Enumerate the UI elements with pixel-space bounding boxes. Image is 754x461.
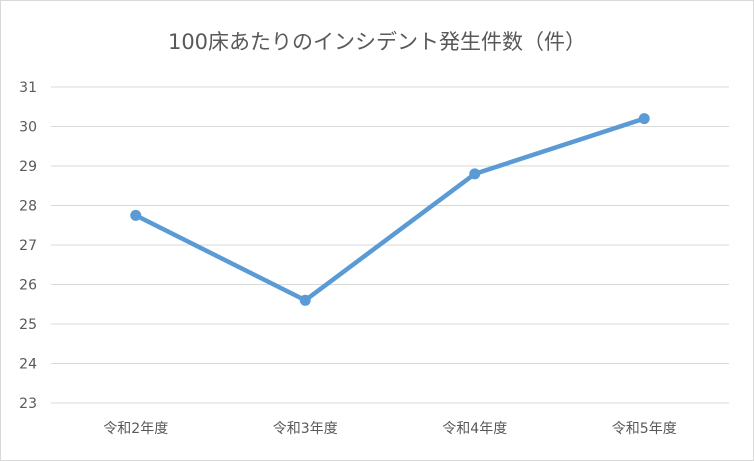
y-tick-label: 24 <box>19 357 37 373</box>
chart-title: 100床あたりのインシデント発生件数（件） <box>168 30 586 54</box>
series-layer <box>130 113 650 306</box>
data-point <box>638 113 650 125</box>
y-tick-label: 23 <box>19 396 37 412</box>
data-point <box>130 209 142 221</box>
x-axis-tick-labels: 令和2年度 令和3年度 令和4年度 令和5年度 <box>103 421 676 437</box>
gridlines <box>51 86 729 404</box>
x-tick-label: 令和4年度 <box>442 421 507 437</box>
y-tick-label: 29 <box>19 159 37 175</box>
y-tick-label: 25 <box>19 317 37 333</box>
y-tick-label: 31 <box>19 80 37 96</box>
y-tick-label: 28 <box>19 199 37 215</box>
data-point <box>469 168 481 180</box>
series-line <box>133 116 647 303</box>
x-tick-label: 令和3年度 <box>273 421 338 437</box>
y-tick-label: 27 <box>19 238 37 254</box>
y-tick-label: 30 <box>19 120 37 136</box>
y-tick-label: 26 <box>19 278 37 294</box>
x-tick-label: 令和5年度 <box>612 421 677 437</box>
x-tick-label: 令和2年度 <box>103 421 168 437</box>
data-point <box>299 294 311 306</box>
y-axis-tick-labels: 23 24 25 26 27 28 29 30 31 <box>19 80 37 412</box>
